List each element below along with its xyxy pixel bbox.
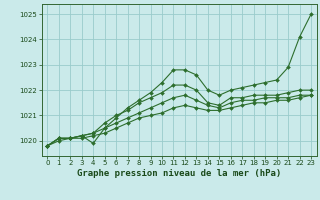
X-axis label: Graphe pression niveau de la mer (hPa): Graphe pression niveau de la mer (hPa) bbox=[77, 169, 281, 178]
